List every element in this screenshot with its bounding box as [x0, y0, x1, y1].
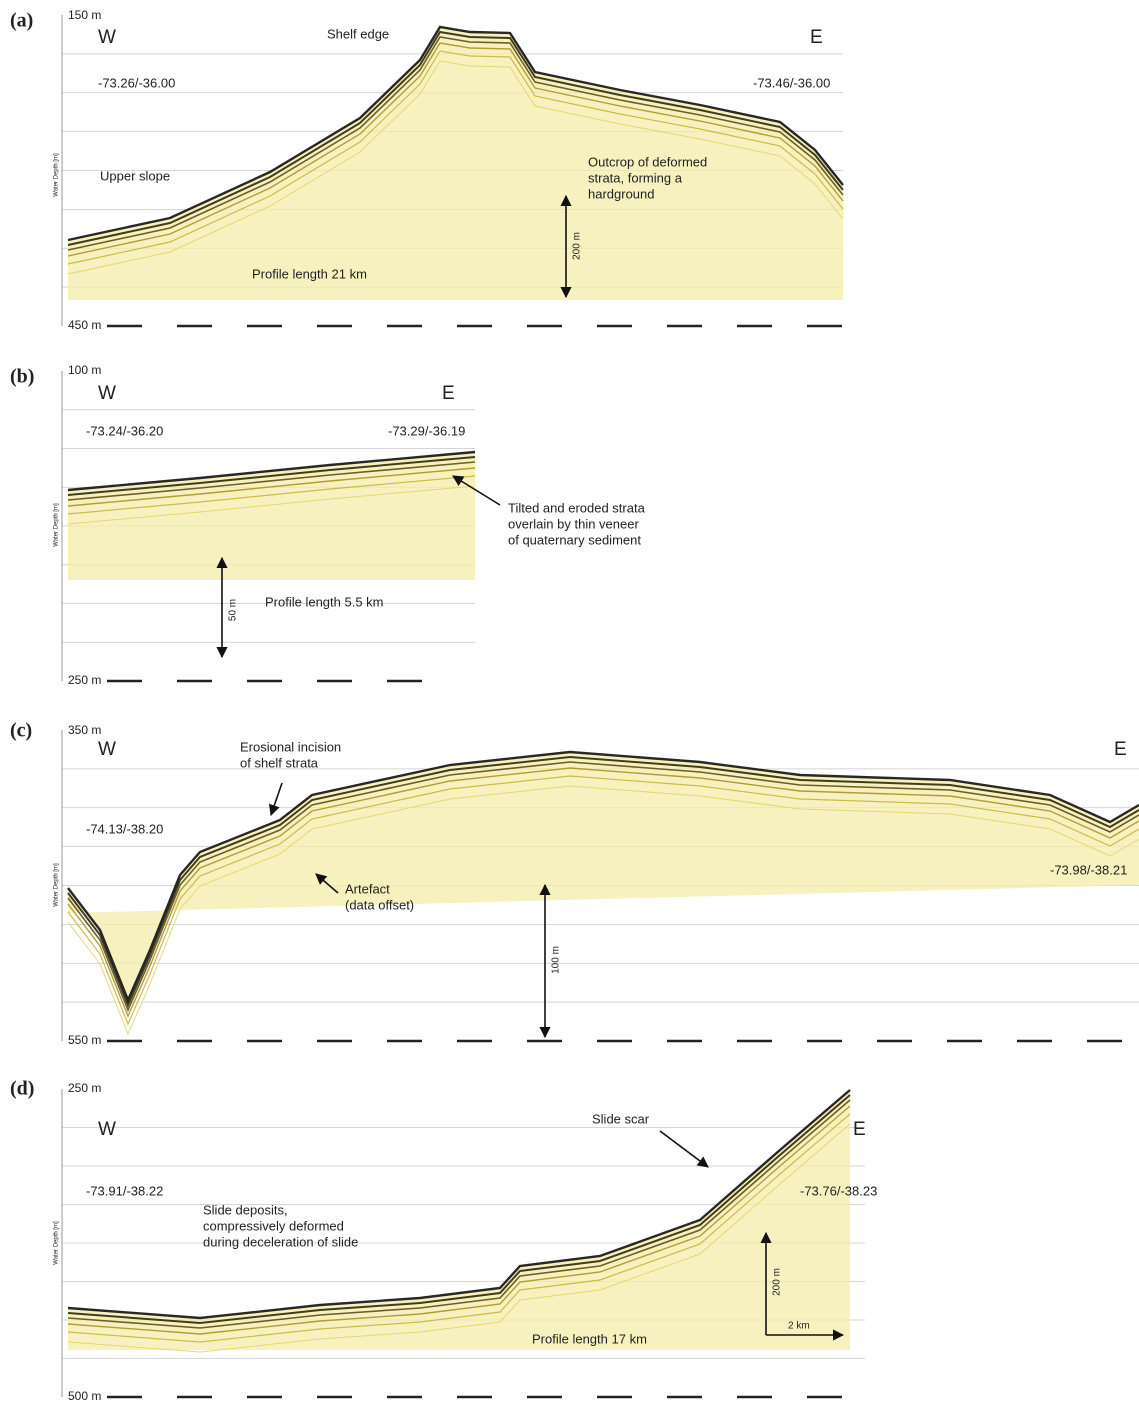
annotation: strata, forming a [588, 170, 683, 185]
depth-top: 100 m [68, 363, 101, 377]
annotation: Shelf edge [327, 26, 389, 41]
pointer-arrow [660, 1131, 708, 1167]
west-label: W [98, 739, 116, 760]
panel-label: (c) [10, 720, 32, 742]
annotation: (data offset) [345, 897, 414, 912]
west-coord: -73.24/-36.20 [86, 423, 163, 438]
axis-label: Water Depth [m] [54, 153, 60, 197]
annotation: Erosional incision [240, 739, 341, 754]
annotation: Slide scar [592, 1111, 650, 1126]
seismic-fill [68, 1090, 850, 1350]
west-coord: -73.91/-38.22 [86, 1183, 163, 1198]
east-label: E [810, 27, 823, 48]
depth-bottom: 500 m [68, 1389, 101, 1401]
east-coord: -73.46/-36.00 [753, 75, 830, 90]
scale-label: 50 m [228, 599, 239, 621]
east-coord: -73.76/-38.23 [800, 1183, 877, 1198]
depth-top: 350 m [68, 723, 101, 737]
annotation: Outcrop of deformed [588, 154, 707, 169]
profiles [62, 15, 1139, 1397]
scale-label: 2 km [788, 1321, 810, 1332]
axis-label: Water Depth [m] [54, 1221, 60, 1265]
east-label: E [1114, 739, 1127, 760]
west-label: W [98, 27, 116, 48]
depth-top: 250 m [68, 1081, 101, 1095]
annotation: Artefact [345, 881, 390, 896]
scale-label: 100 m [551, 946, 562, 974]
annotation: compressively deformed [203, 1218, 344, 1233]
east-label: E [442, 383, 455, 404]
depth-bottom: 450 m [68, 318, 101, 332]
annotation: during deceleration of slide [203, 1234, 358, 1249]
panel-label: (a) [10, 10, 33, 32]
panel-label: (d) [10, 1078, 34, 1100]
annotation: Slide deposits, [203, 1202, 288, 1217]
west-coord: -73.26/-36.00 [98, 75, 175, 90]
depth-bottom: 250 m [68, 673, 101, 687]
annotation: of shelf strata [240, 755, 319, 770]
annotation: Profile length 5.5 km [265, 594, 384, 609]
axis-label: Water Depth [m] [54, 863, 60, 907]
scale-label: 200 m [772, 1268, 783, 1296]
seismic-fill [68, 27, 843, 300]
east-coord: -73.29/-36.19 [388, 423, 465, 438]
east-label: E [853, 1119, 866, 1140]
figure: (a) 150 m 450 m Water Depth [m] W E -73.… [0, 0, 1139, 1401]
annotation: Profile length 17 km [532, 1331, 647, 1346]
annotation: hardground [588, 186, 655, 201]
annotation: of quaternary sediment [508, 532, 641, 547]
annotation: Profile length 21 km [252, 266, 367, 281]
east-coord: -73.98/-38.21 [1050, 862, 1127, 877]
depth-top: 150 m [68, 8, 101, 22]
west-label: W [98, 1119, 116, 1140]
annotation: Tilted and eroded strata [508, 500, 646, 515]
depth-bottom: 550 m [68, 1033, 101, 1047]
annotation: Upper slope [100, 168, 170, 183]
axis-label: Water Depth [m] [54, 503, 60, 547]
panel-label: (b) [10, 366, 34, 388]
west-label: W [98, 383, 116, 404]
scale-label: 200 m [572, 232, 583, 260]
pointer-arrow [271, 783, 282, 815]
annotation: overlain by thin veneer [508, 516, 639, 531]
west-coord: -74.13/-38.20 [86, 821, 163, 836]
